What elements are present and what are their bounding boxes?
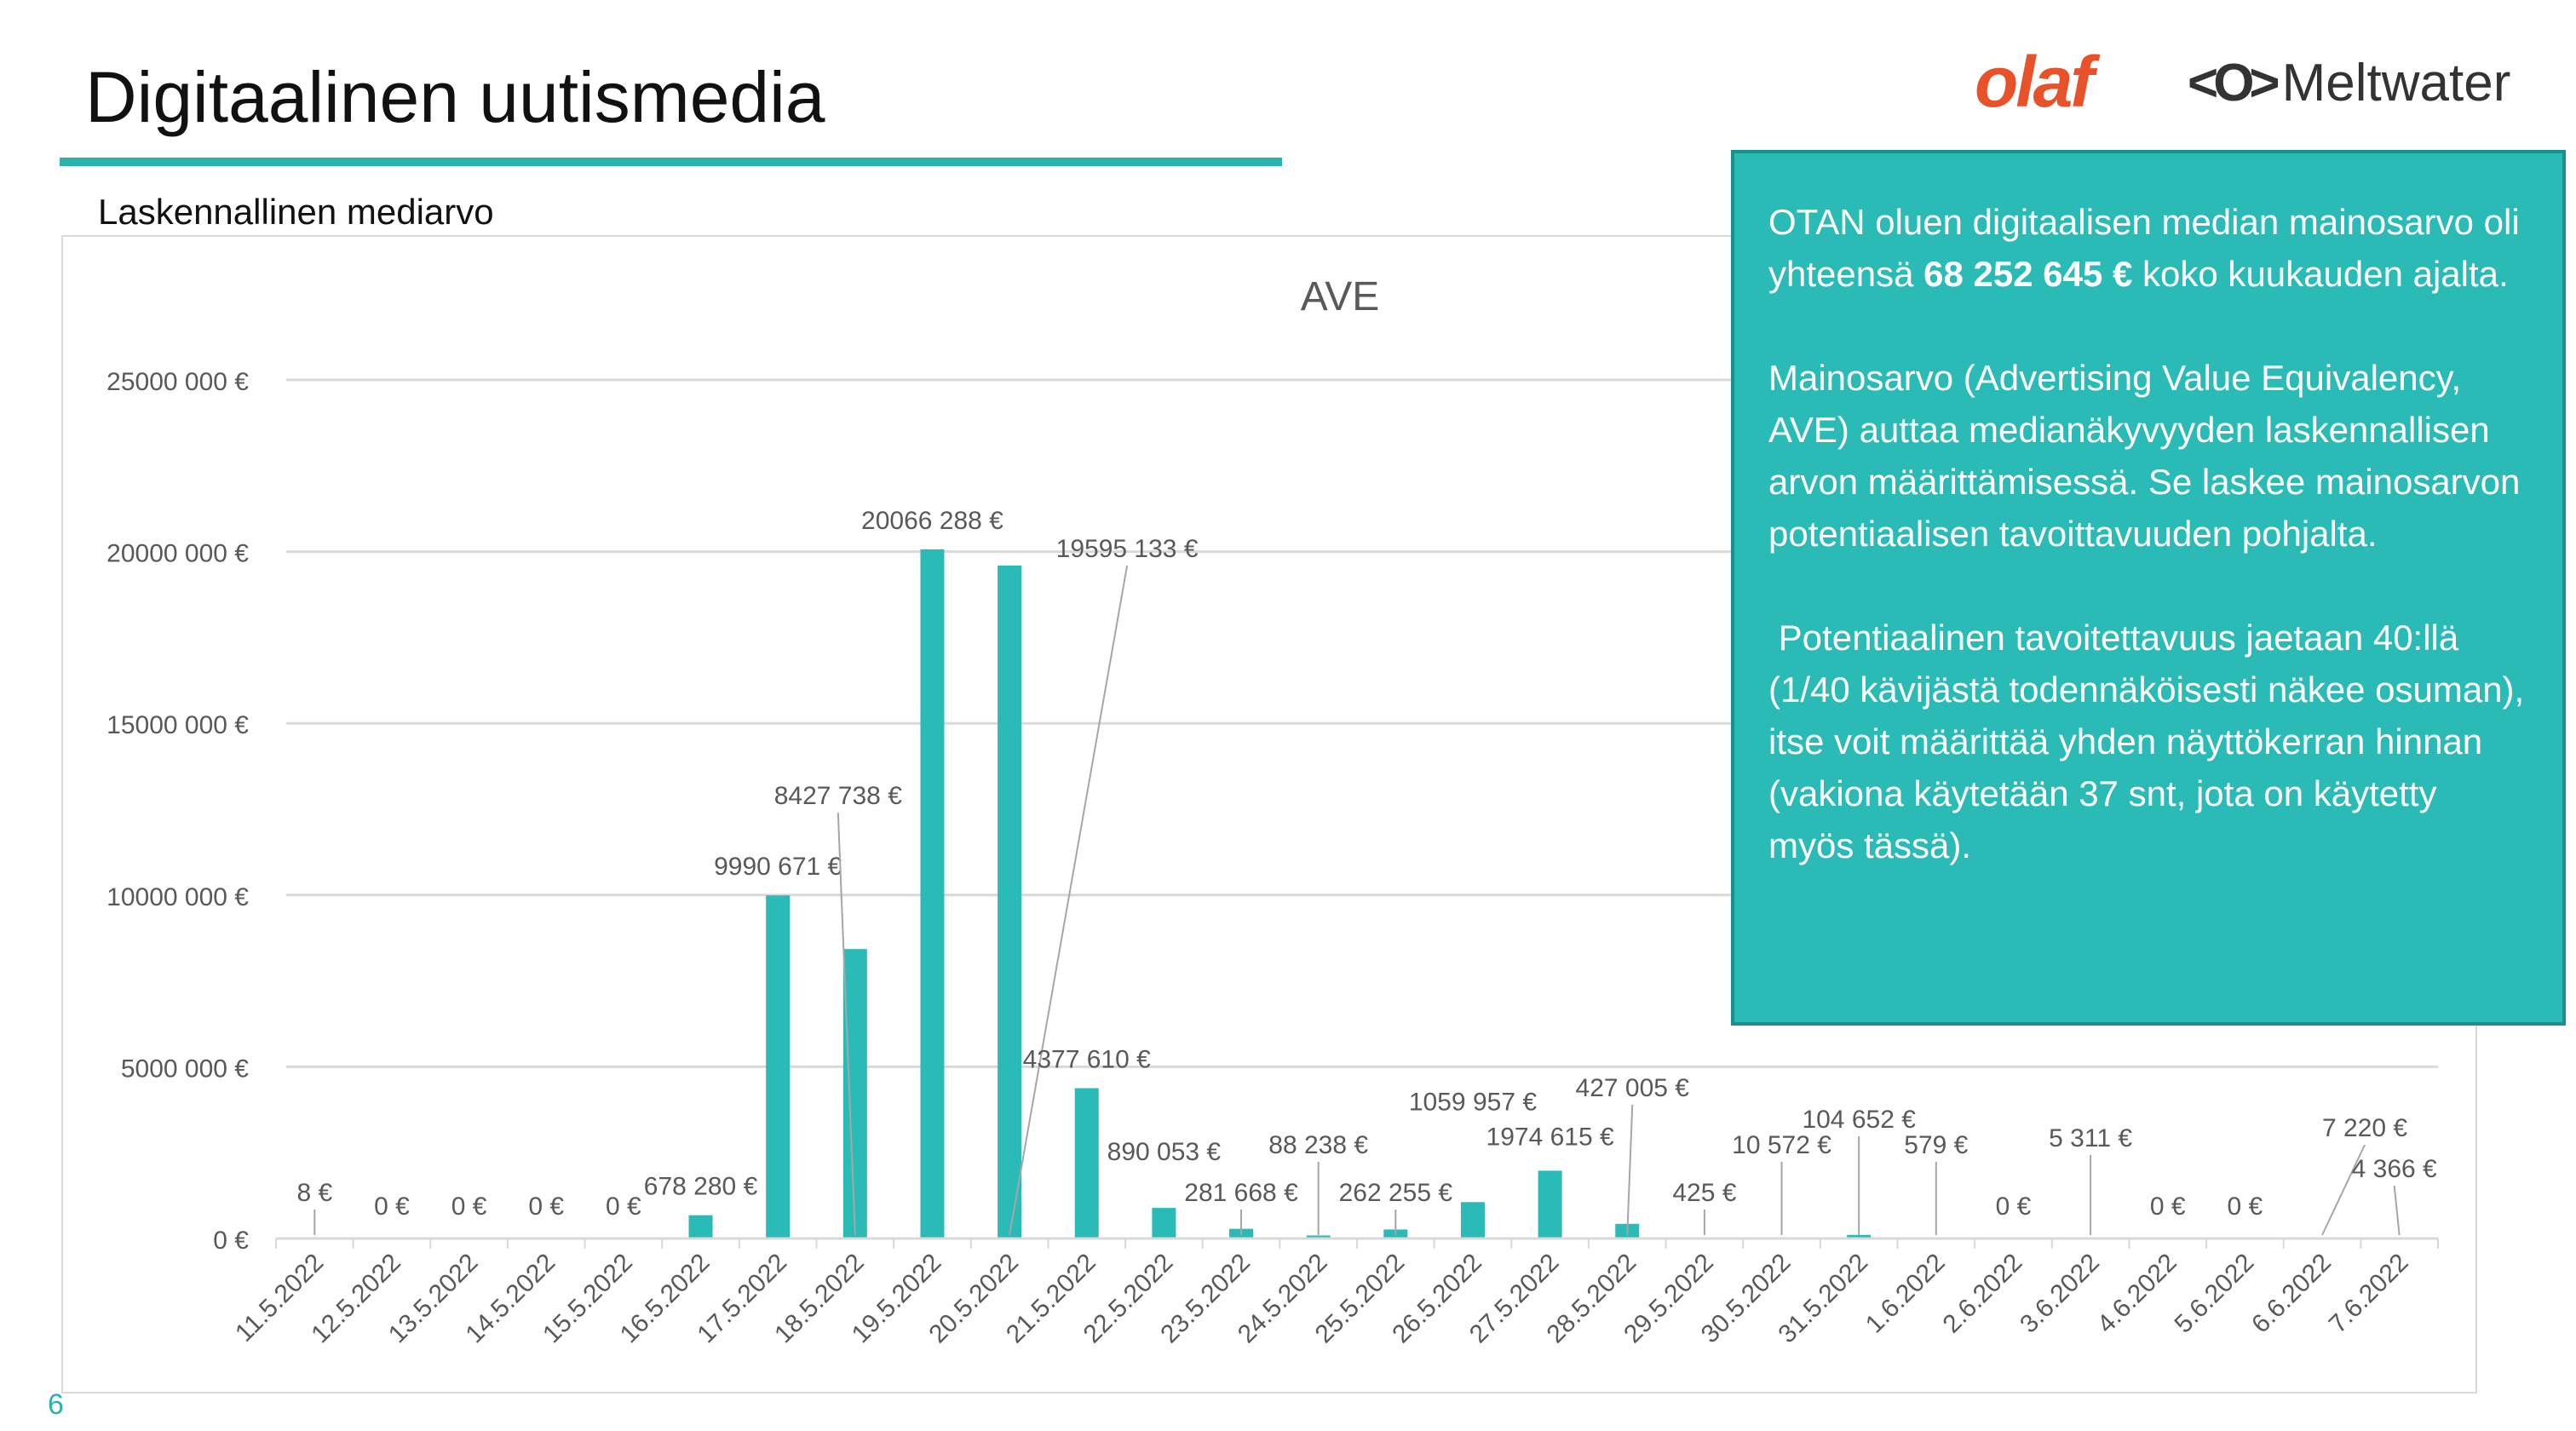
- data-label: 9990 671 €: [714, 853, 842, 881]
- data-label: 0 €: [451, 1192, 487, 1221]
- data-label: 579 €: [1904, 1131, 1968, 1159]
- data-label: 425 €: [1672, 1179, 1736, 1207]
- data-label: 0 €: [1996, 1192, 2032, 1221]
- data-label: 19595 133 €: [1056, 535, 1199, 563]
- info-total-text-post: koko kuukauden ajalta.: [2132, 254, 2509, 294]
- y-tick-label: 0 €: [213, 1227, 249, 1255]
- meltwater-wordmark: Meltwater: [2281, 54, 2511, 112]
- data-label: 88 238 €: [1268, 1131, 1368, 1159]
- data-label: 5 311 €: [2049, 1124, 2132, 1152]
- bar: [842, 949, 867, 1238]
- chart-frame: AVE 0 € 5000 000 € 10000 000 € 15000 000 € 20…: [61, 235, 2477, 1394]
- data-label-leader: [1009, 565, 1129, 1236]
- data-label: 10 572 €: [1732, 1131, 1831, 1159]
- chart-title: AVE: [1301, 274, 1379, 319]
- data-label: 0 €: [606, 1192, 641, 1221]
- y-tick-label: 25000 000 €: [106, 368, 249, 396]
- data-label: 4377 610 €: [1023, 1045, 1151, 1073]
- ave-bar-chart: AVE 0 € 5000 000 € 10000 000 € 15000 000 € 20…: [106, 274, 2439, 1348]
- data-label: 427 005 €: [1576, 1074, 1690, 1102]
- data-label: 0 €: [374, 1192, 410, 1221]
- y-tick-label: 10000 000 €: [106, 883, 249, 911]
- info-box: OTAN oluen digitaalisen median mainosarv…: [1731, 150, 2566, 1026]
- page-title: Digitaalinen uutismedia: [85, 57, 825, 137]
- data-label: 4 366 €: [2352, 1155, 2437, 1183]
- data-label: 8 €: [296, 1179, 332, 1207]
- data-label: 678 280 €: [644, 1173, 758, 1201]
- bar: [1460, 1202, 1485, 1238]
- data-label: 0 €: [2228, 1192, 2263, 1221]
- data-label-leader: [2393, 1185, 2401, 1236]
- meltwater-logo: <O> Meltwater: [2188, 53, 2510, 113]
- x-tick-label: 3.6.2022: [2015, 1249, 2105, 1339]
- y-tick-label: 15000 000 €: [106, 711, 249, 739]
- data-label-leader: [837, 813, 856, 1236]
- data-label: 7 220 €: [2322, 1114, 2407, 1142]
- y-tick-label: 5000 000 €: [121, 1055, 249, 1083]
- bar: [920, 549, 945, 1238]
- bar: [998, 565, 1022, 1238]
- bar: [1074, 1088, 1099, 1238]
- data-label: 890 053 €: [1107, 1138, 1222, 1166]
- x-tick-label: 7.6.2022: [2324, 1249, 2414, 1339]
- olaf-logo: olaf: [1975, 42, 2094, 122]
- title-underline: [60, 158, 1282, 166]
- info-total-value: 68 252 645 €: [1923, 254, 2133, 294]
- x-tick-label: 6.6.2022: [2246, 1249, 2337, 1339]
- meltwater-mark-icon: <O>: [2188, 54, 2280, 112]
- bar: [1306, 1235, 1331, 1238]
- x-tick-label: 2.6.2022: [1938, 1249, 2028, 1339]
- data-label: 104 652 €: [1802, 1106, 1916, 1134]
- x-tick-label: 1.6.2022: [1860, 1249, 1951, 1339]
- chart-section-label: Laskennallinen mediarvo: [98, 192, 494, 232]
- data-label-leader: [2321, 1144, 2366, 1236]
- info-paragraph-ave: Mainosarvo (Advertising Value Equivalenc…: [1768, 358, 2531, 554]
- bar: [1847, 1234, 1872, 1238]
- data-label: 262 255 €: [1339, 1179, 1453, 1207]
- bar: [1152, 1208, 1176, 1238]
- data-label: 20066 288 €: [861, 507, 1003, 535]
- data-label-leader: [1626, 1104, 1634, 1236]
- data-label: 0 €: [528, 1192, 564, 1221]
- x-tick-label: 4.6.2022: [2092, 1249, 2182, 1339]
- bar: [1538, 1170, 1562, 1238]
- data-label: 281 668 €: [1184, 1179, 1298, 1207]
- data-label: 1059 957 €: [1409, 1088, 1537, 1116]
- page-number: 6: [48, 1388, 64, 1421]
- data-label: 8427 738 €: [774, 782, 902, 810]
- x-tick-label: 5.6.2022: [2169, 1249, 2259, 1339]
- data-label: 0 €: [2150, 1192, 2186, 1221]
- info-paragraph-total: OTAN oluen digitaalisen median mainosarv…: [1768, 196, 2530, 300]
- data-label: 1974 615 €: [1486, 1123, 1614, 1151]
- bar: [688, 1215, 713, 1238]
- info-total-text-pre: OTAN oluen digitaalisen median mainosarv…: [1768, 202, 2530, 294]
- info-paragraph-reach: Potentiaalinen tavoitettavuus jaetaan 40…: [1768, 618, 2534, 865]
- bar: [766, 895, 791, 1238]
- y-tick-label: 20000 000 €: [106, 540, 249, 568]
